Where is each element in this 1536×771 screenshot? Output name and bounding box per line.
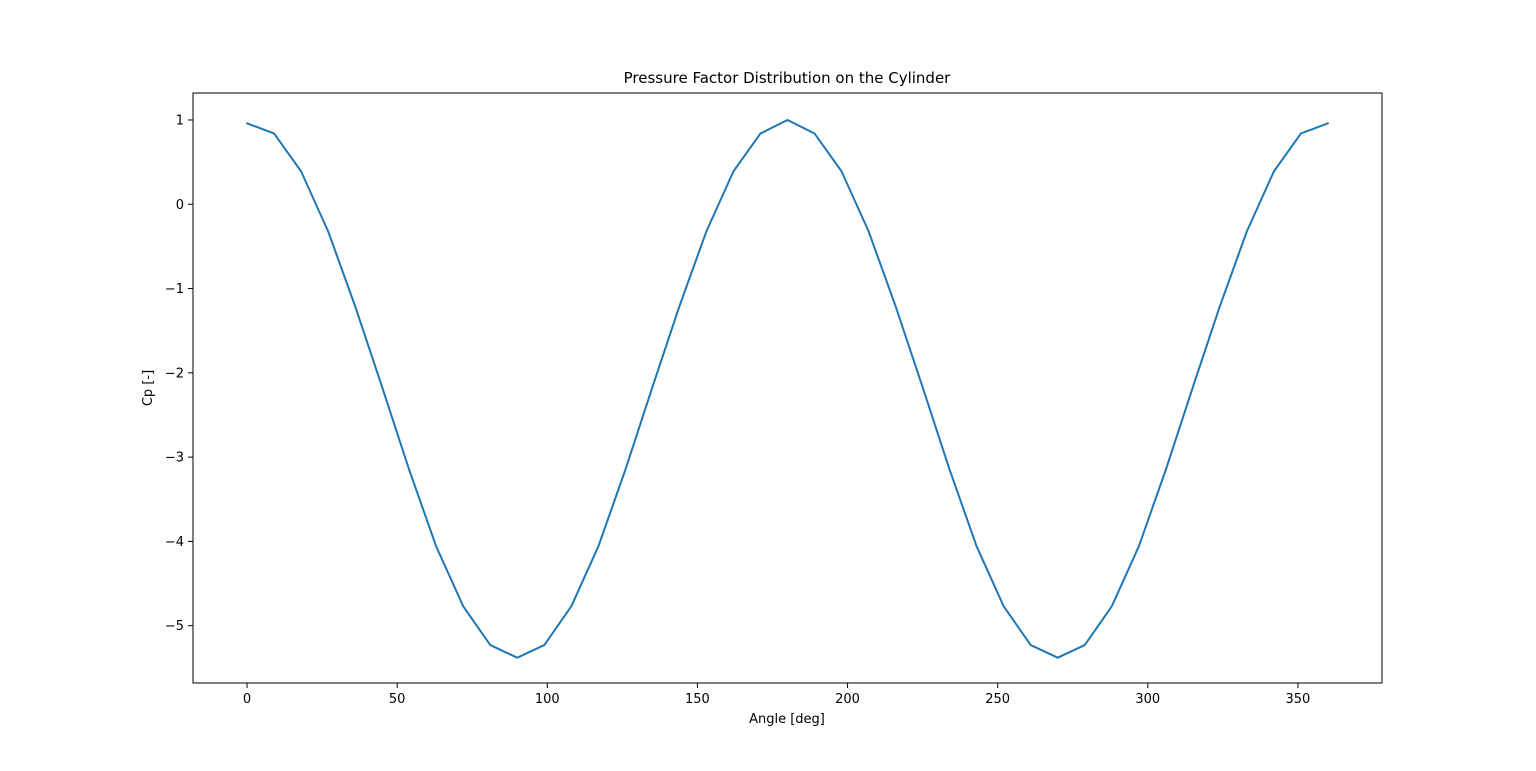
x-tick-label: 150 [685,692,710,707]
x-tick-label: 250 [985,692,1010,707]
y-tick-label: −3 [165,451,184,466]
x-tick-label: 50 [389,692,406,707]
y-axis-label: Cp [-] [141,370,156,406]
y-tick-label: −5 [165,619,184,634]
x-axis-label: Angle [deg] [749,712,825,727]
plot-area: 0 50 100 150 200 250 300 350 1 0 −1 −2 −3 −4 −5 [165,92,1383,707]
x-tick-label: 300 [1135,692,1160,707]
y-tick-label: −4 [165,535,184,550]
x-tick-label: 200 [835,692,860,707]
y-tick-label: −2 [165,366,184,381]
y-tick-label: 0 [176,198,184,213]
x-tick-label: 0 [243,692,251,707]
x-tick-label: 100 [535,692,560,707]
x-tick-label: 350 [1286,692,1311,707]
series-line-0 [246,118,1329,659]
y-tick-label: −1 [165,282,184,297]
chart-title: Pressure Factor Distribution on the Cyli… [624,69,952,87]
y-tick-label: 1 [176,113,184,128]
plot-frame [192,92,1383,684]
